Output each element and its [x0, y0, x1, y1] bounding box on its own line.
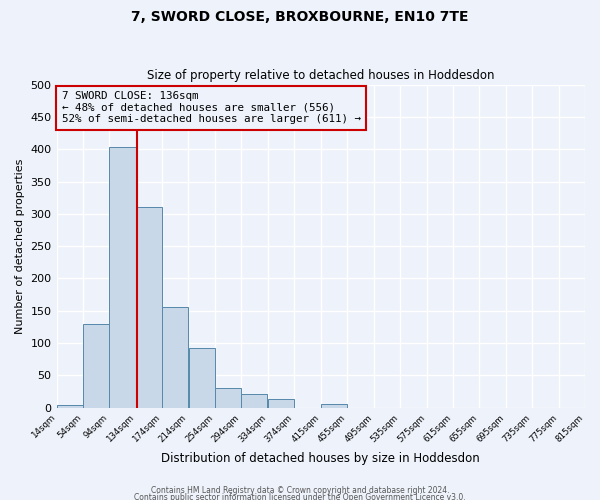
Title: Size of property relative to detached houses in Hoddesdon: Size of property relative to detached ho… — [147, 69, 494, 82]
Bar — [57, 404, 83, 408]
Bar — [83, 324, 109, 408]
Text: 7 SWORD CLOSE: 136sqm
← 48% of detached houses are smaller (556)
52% of semi-det: 7 SWORD CLOSE: 136sqm ← 48% of detached … — [62, 91, 361, 124]
Y-axis label: Number of detached properties: Number of detached properties — [15, 158, 25, 334]
Bar — [241, 394, 268, 408]
Bar — [136, 206, 162, 408]
Text: 7, SWORD CLOSE, BROXBOURNE, EN10 7TE: 7, SWORD CLOSE, BROXBOURNE, EN10 7TE — [131, 10, 469, 24]
Text: Contains public sector information licensed under the Open Government Licence v3: Contains public sector information licen… — [134, 494, 466, 500]
Bar — [215, 388, 241, 408]
Bar — [162, 307, 188, 408]
Bar — [268, 398, 294, 408]
Bar — [109, 148, 136, 408]
X-axis label: Distribution of detached houses by size in Hoddesdon: Distribution of detached houses by size … — [161, 452, 480, 465]
Text: Contains HM Land Registry data © Crown copyright and database right 2024.: Contains HM Land Registry data © Crown c… — [151, 486, 449, 495]
Bar — [321, 404, 347, 408]
Bar — [188, 348, 215, 408]
